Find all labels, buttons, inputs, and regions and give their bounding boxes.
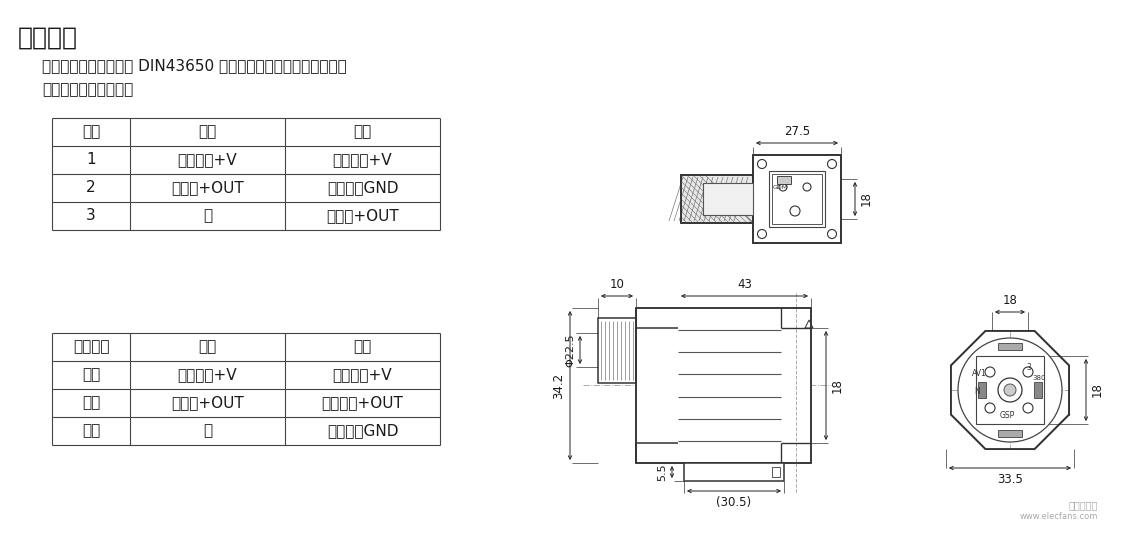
Bar	[681, 175, 753, 223]
Circle shape	[828, 160, 837, 169]
Text: 电源正：+V: 电源正：+V	[178, 367, 237, 382]
Text: www.elecfans.com: www.elecfans.com	[1019, 512, 1098, 521]
Text: 1: 1	[87, 153, 96, 168]
Bar	[636, 308, 811, 463]
Bar	[772, 174, 822, 224]
Text: 三线: 三线	[353, 340, 371, 355]
Text: Φ22.5: Φ22.5	[565, 333, 575, 367]
Text: 白色: 白色	[82, 423, 100, 438]
Text: 3: 3	[1026, 363, 1030, 372]
Circle shape	[998, 378, 1022, 402]
Circle shape	[778, 183, 787, 191]
Text: 信号：+OUT: 信号：+OUT	[171, 180, 244, 195]
Bar	[703, 183, 753, 215]
Bar	[684, 463, 784, 481]
Text: 380: 380	[1032, 375, 1045, 381]
Text: 3: 3	[87, 208, 96, 224]
Text: N: N	[974, 387, 980, 396]
Text: 二线: 二线	[198, 340, 217, 355]
Text: 电源正：+V: 电源正：+V	[178, 153, 237, 168]
Bar	[772, 467, 780, 477]
Text: 信号：+OUT: 信号：+OUT	[326, 208, 399, 224]
Circle shape	[986, 403, 994, 413]
Text: GSP: GSP	[1000, 411, 1015, 420]
Text: 空: 空	[202, 208, 212, 224]
Circle shape	[757, 160, 766, 169]
Text: 电子发烧友: 电子发烧友	[1069, 500, 1098, 510]
Text: 18: 18	[860, 192, 873, 207]
Text: 34.2: 34.2	[552, 372, 565, 398]
Text: 33.5: 33.5	[997, 473, 1023, 486]
Bar	[598, 318, 636, 383]
Bar	[1034, 382, 1042, 398]
Text: 三线: 三线	[353, 124, 371, 139]
Text: 二线: 二线	[198, 124, 217, 139]
Circle shape	[803, 183, 811, 191]
Bar	[998, 343, 1022, 350]
Circle shape	[757, 230, 766, 239]
Text: 输出正：+OUT: 输出正：+OUT	[322, 396, 404, 411]
Bar	[753, 155, 842, 243]
Polygon shape	[951, 331, 1069, 449]
Text: 18: 18	[831, 378, 844, 393]
Bar	[770, 171, 825, 227]
Circle shape	[1004, 384, 1016, 396]
Text: 5.5: 5.5	[657, 463, 667, 481]
Text: 27.5: 27.5	[784, 125, 810, 138]
Text: 18: 18	[1002, 294, 1017, 307]
Text: 公共端：GND: 公共端：GND	[326, 180, 398, 195]
Text: 18: 18	[1091, 382, 1104, 397]
Text: 空: 空	[202, 423, 212, 438]
Circle shape	[790, 206, 800, 216]
Circle shape	[828, 230, 837, 239]
Text: 电气连接: 电气连接	[18, 26, 78, 50]
Text: 2: 2	[87, 180, 96, 195]
Bar	[978, 382, 986, 398]
Text: 10: 10	[610, 278, 624, 291]
Circle shape	[986, 367, 994, 377]
Text: GDM: GDM	[773, 185, 789, 190]
Text: 43: 43	[737, 278, 752, 291]
Text: 电源正：+V: 电源正：+V	[333, 367, 393, 382]
Bar	[753, 155, 842, 243]
Circle shape	[1023, 403, 1033, 413]
Text: 黑色: 黑色	[82, 367, 100, 382]
Text: 变送器与外部电路通过 DIN43650 进口防爆插头座进行电气连接。: 变送器与外部电路通过 DIN43650 进口防爆插头座进行电气连接。	[42, 58, 346, 73]
Text: 插脚的端子定义如下：: 插脚的端子定义如下：	[42, 82, 133, 97]
Circle shape	[958, 338, 1062, 442]
Text: 插脚: 插脚	[82, 124, 100, 139]
Bar	[976, 356, 1044, 424]
Text: 红色: 红色	[82, 396, 100, 411]
Bar	[998, 430, 1022, 437]
Text: AV1: AV1	[972, 369, 987, 378]
Bar	[777, 176, 791, 184]
Bar	[636, 308, 811, 463]
Circle shape	[1023, 367, 1033, 377]
Bar	[681, 175, 753, 223]
Text: (30.5): (30.5)	[717, 496, 752, 509]
Text: 公共端：GND: 公共端：GND	[326, 423, 398, 438]
Text: 信号：+OUT: 信号：+OUT	[171, 396, 244, 411]
Text: 电缆颜色: 电缆颜色	[73, 340, 109, 355]
Text: 正电源：+V: 正电源：+V	[333, 153, 393, 168]
